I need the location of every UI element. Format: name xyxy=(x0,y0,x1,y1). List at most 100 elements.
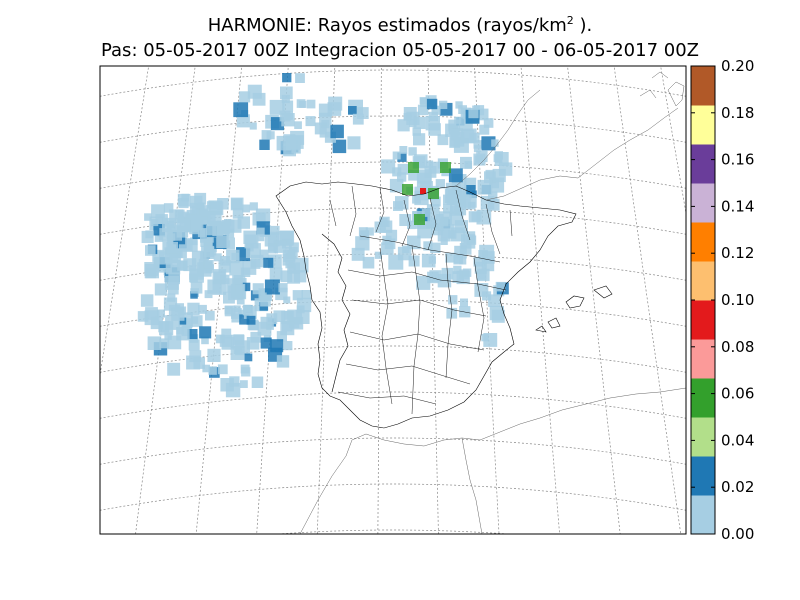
lightning-cell xyxy=(276,331,287,342)
lightning-cell xyxy=(190,281,203,294)
lightning-cell xyxy=(163,203,174,213)
lightning-cell xyxy=(446,195,457,205)
lightning-cell xyxy=(199,208,208,217)
lightning-cell xyxy=(408,169,419,181)
lightning-cell xyxy=(449,211,464,226)
map-title-line-1: HARMONIE: Rayos estimados (rayos/km2 ). xyxy=(0,14,800,36)
lightning-cell xyxy=(260,295,271,307)
lightning-cell xyxy=(174,209,185,220)
lightning-cell xyxy=(393,201,403,211)
graticule xyxy=(100,66,686,534)
lightning-cell xyxy=(362,256,375,269)
lightning-cell xyxy=(285,135,301,151)
lightning-cell xyxy=(479,124,490,135)
graticule-parallel xyxy=(100,161,686,189)
lightning-cell xyxy=(434,221,444,231)
lightning-cell xyxy=(246,315,256,325)
lightning-cell xyxy=(437,134,449,146)
lightning-cell xyxy=(356,107,369,119)
lightning-cell xyxy=(332,139,347,154)
lightning-cell xyxy=(204,290,213,299)
colorbar-tick-label: 0.16 xyxy=(721,151,754,169)
lightning-cell xyxy=(282,73,292,83)
lightning-cell xyxy=(181,193,189,202)
lightning-cell xyxy=(190,219,202,231)
lightning-cell-high xyxy=(414,214,425,225)
lightning-cell xyxy=(351,247,365,261)
lightning-cell xyxy=(473,140,483,149)
lightning-cell xyxy=(201,336,209,345)
lightning-cell-high xyxy=(428,188,439,199)
lightning-cell xyxy=(270,339,284,353)
lightning-cell xyxy=(168,272,180,285)
lightning-cell xyxy=(452,128,460,136)
lightning-cell xyxy=(459,306,471,318)
lightning-cell xyxy=(454,195,466,207)
lightning-cell xyxy=(187,302,200,315)
lightning-cell xyxy=(242,304,254,316)
lightning-cell xyxy=(263,257,274,268)
lightning-cell xyxy=(428,256,436,264)
colorbar-segment xyxy=(691,339,715,379)
lightning-cell xyxy=(273,310,286,322)
lightning-cell xyxy=(230,197,244,211)
lightning-cell-high xyxy=(408,162,419,173)
colorbar: 0.00 0.02 0.04 0.06 0.08 0.10 0.12 0.14 0.16 0.18… xyxy=(690,57,754,543)
graticule-meridian xyxy=(613,66,682,534)
graticule-meridian xyxy=(135,66,196,534)
lightning-cell xyxy=(295,310,310,324)
lightning-cell xyxy=(137,311,149,322)
lightning-cell xyxy=(260,337,272,349)
lightning-cell xyxy=(330,124,344,139)
lightning-cell xyxy=(141,230,154,243)
colorbar-segment xyxy=(691,456,715,496)
lightning-cell xyxy=(495,281,506,292)
lightning-cell xyxy=(421,208,431,217)
lightning-cell xyxy=(301,290,311,300)
graticule-parallel xyxy=(100,345,686,373)
lightning-cell xyxy=(491,309,505,323)
lightning-cell xyxy=(283,341,293,351)
lightning-cell xyxy=(417,104,429,116)
lightning-cell xyxy=(276,355,290,368)
lightning-cell xyxy=(190,291,198,299)
lightning-cell xyxy=(487,198,500,211)
lightning-cell xyxy=(224,306,233,315)
colorbar-tick-label: 0.10 xyxy=(721,291,754,309)
lightning-cell xyxy=(306,99,316,109)
lightning-cell xyxy=(453,265,462,274)
lightning-cell xyxy=(280,270,293,283)
lightning-cell xyxy=(469,132,480,143)
colorbar-gradient xyxy=(691,66,715,535)
lightning-cell xyxy=(190,195,203,209)
lightning-cell xyxy=(417,223,432,239)
lightning-cell xyxy=(399,146,408,154)
lightning-cell xyxy=(201,245,215,259)
colorbar-tick-label: 0.00 xyxy=(721,525,754,543)
lightning-cell xyxy=(169,251,181,264)
lightning-cell xyxy=(167,335,182,350)
colorbar-segment xyxy=(691,144,715,184)
lightning-cell xyxy=(380,220,393,233)
lightning-cell xyxy=(249,122,257,130)
france-coast xyxy=(455,89,679,201)
lightning-cell xyxy=(257,234,265,242)
balearic-islands xyxy=(535,285,613,333)
lightning-cell xyxy=(240,364,250,374)
lightning-cell xyxy=(435,214,444,222)
lightning-cell xyxy=(236,114,250,128)
lightning-cell xyxy=(430,196,441,207)
lightning-cell xyxy=(256,227,265,236)
lightning-cell xyxy=(492,168,506,183)
lightning-cell xyxy=(266,322,274,330)
lightning-cell xyxy=(392,167,402,177)
colorbar-tick-label: 0.20 xyxy=(721,57,754,75)
lightning-cell xyxy=(468,108,479,119)
lightning-cell xyxy=(261,130,272,140)
lightning-cell xyxy=(435,179,445,189)
lightning-cell xyxy=(388,254,404,270)
lightning-cell xyxy=(269,267,283,281)
lightning-cell xyxy=(466,235,477,245)
lightning-cell xyxy=(233,102,249,118)
lightning-cell xyxy=(239,91,251,103)
